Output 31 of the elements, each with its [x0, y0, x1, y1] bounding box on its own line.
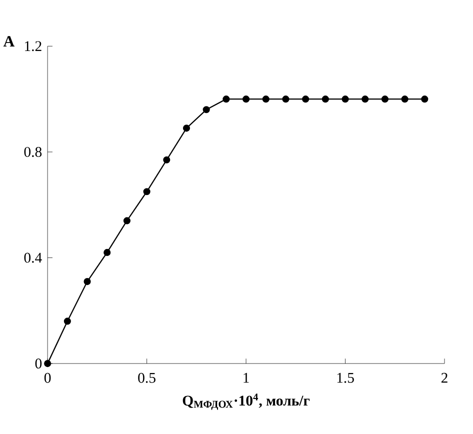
y-tick-label: 0.4: [24, 252, 42, 263]
point: [362, 95, 369, 102]
point: [282, 95, 290, 102]
x-tick-label: 1.5: [337, 372, 354, 383]
y-tick-label: 1.2: [25, 41, 42, 52]
y-tick-label: 0.8: [24, 146, 42, 157]
x-tick-label: 1: [244, 372, 249, 382]
x-tick-label: 2: [441, 372, 448, 383]
point: [302, 95, 310, 102]
point: [401, 95, 408, 102]
chart-title: A: [3, 36, 15, 46]
point: [242, 95, 250, 102]
point: [104, 248, 111, 256]
point: [381, 95, 389, 102]
point: [44, 360, 52, 367]
x-tick-label: 0: [44, 372, 51, 383]
point: [202, 106, 210, 114]
point: [322, 95, 329, 102]
point: [342, 95, 349, 102]
point: [262, 95, 270, 102]
point: [421, 95, 428, 102]
point: [182, 124, 190, 132]
point: [143, 188, 150, 196]
x-axis-title: Q$_{МФДОХ}$·10$^{4}$, моль/г: [182, 393, 310, 410]
point: [123, 217, 130, 224]
x-tick-label: 0.5: [138, 372, 156, 383]
point: [222, 95, 230, 102]
y-tick-label: 0: [35, 358, 42, 368]
point: [163, 156, 170, 164]
point: [64, 318, 71, 325]
point: [84, 278, 91, 285]
